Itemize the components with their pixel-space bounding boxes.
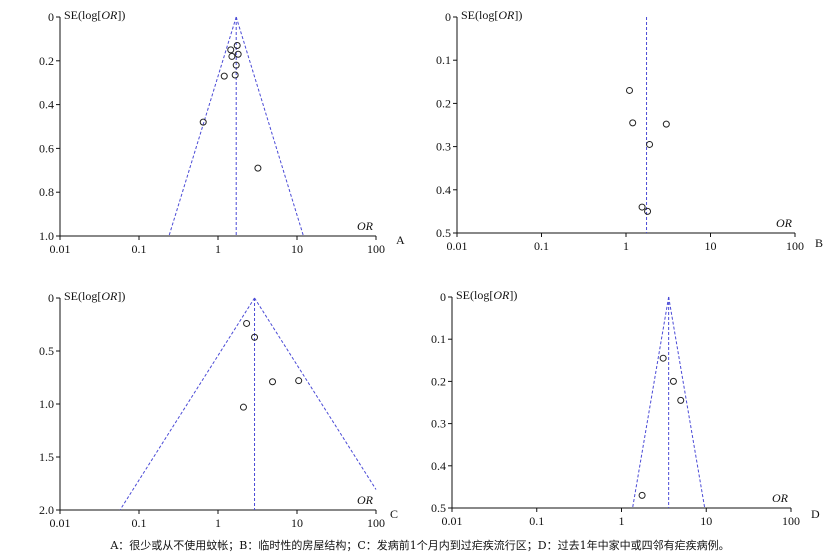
study-point [638,203,646,211]
y-tick-label: 0.2 [436,96,451,110]
x-tick-label: 100 [786,239,804,253]
study-point [646,140,654,148]
x-tick-label: 0.1 [534,239,549,253]
x-tick-label: 100 [367,242,385,256]
study-point [269,378,277,386]
study-point [638,491,646,499]
x-axis-title: OR [357,219,374,233]
study-point [228,52,236,60]
study-point [239,403,247,411]
study-point [232,61,240,69]
funnel-right-line [235,16,304,237]
y-tick-label: 0.3 [431,417,446,431]
y-tick-label: 0.2 [39,54,54,68]
x-tick-label: 0.01 [442,514,463,528]
y-tick-label: 0.2 [431,374,446,388]
study-point [659,354,667,362]
panel-a: 0.01 0.1 1 10 100 0 0.2 0.4 0.6 0.8 1.0 SE(log[OR])… [39,8,405,256]
y-tick-label: 0.1 [431,332,446,346]
x-tick-label: 10 [700,514,712,528]
funnel-right-line [668,296,706,509]
y-tick-label: 0.3 [436,140,451,154]
y-tick-label: 0.4 [436,183,451,197]
y-tick-label: 1.5 [39,450,54,464]
x-tick-label: 1 [619,514,625,528]
study-point [254,164,262,172]
study-point [220,72,228,80]
funnel-right-line [254,297,377,490]
study-point [199,118,207,126]
y-tick-label: 0 [445,10,451,24]
study-point [231,71,239,79]
study-point [662,120,670,128]
y-tick-label: 1.0 [39,229,54,243]
panel-letter: B [815,236,823,250]
y-tick-label: 0.5 [431,501,446,515]
x-tick-label: 1 [623,239,629,253]
x-tick-label: 0.01 [50,242,71,256]
y-tick-label: 2.0 [39,503,54,517]
y-tick-label: 0 [48,291,54,305]
x-axis-title: OR [772,491,789,505]
y-tick-label: 0 [48,10,54,24]
y-tick-label: 0.1 [436,53,451,67]
x-tick-label: 0.1 [529,514,544,528]
y-axis-title: SE(log[OR]) [456,288,517,302]
x-tick-label: 10 [291,242,303,256]
x-tick-label: 1 [215,516,221,530]
y-tick-label: 0.4 [431,459,446,473]
y-tick-label: 0.4 [39,98,54,112]
funnel-left-line [632,296,670,509]
y-axis-title: SE(log[OR]) [64,289,125,303]
x-tick-label: 100 [367,516,385,530]
y-tick-label: 1.0 [39,397,54,411]
study-point [234,50,242,58]
figure-caption: A：很少或从不使用蚊帐；B：临时性的房屋结构；C：发病前1个月内到过疟疾流行区；… [110,539,730,552]
funnel-left-line [119,297,255,511]
study-point [629,119,637,127]
panel-letter: C [390,507,398,521]
x-tick-label: 0.1 [132,242,147,256]
panel-c: 0.01 0.1 1 10 100 0 0.5 1.0 1.5 2.0 SE(log[OR]) OR C [39,289,398,530]
study-point [677,396,685,404]
y-tick-label: 0.5 [436,226,451,240]
x-tick-label: 10 [705,239,717,253]
funnel-plot-figure: 0.01 0.1 1 10 10000.20.40.60.81.0SE(log[OR])… [39,8,823,530]
study-point [227,46,235,54]
study-point [251,333,259,341]
study-point [233,41,241,49]
x-tick-label: 0.1 [132,516,147,530]
panel-b: 0.01 0.1 1 10 100 0 0.1 0.2 0.3 0.4 0.5 SE(log[OR])… [436,8,823,253]
y-axis-title: SE(log[OR]) [64,8,125,22]
y-axis-title: SE(log[OR]) [461,8,522,22]
panel-letter: A [396,233,405,247]
study-point [644,207,652,215]
x-tick-label: 100 [782,514,800,528]
x-tick-label: 0.01 [50,516,71,530]
study-point [243,319,251,327]
panel-d: 0.01 0.1 1 10 100 0 0.1 0.2 0.3 0.4 0.5 SE(log[OR])… [431,288,820,528]
study-point [625,86,633,94]
y-tick-label: 0.5 [39,344,54,358]
study-point [295,377,303,385]
x-tick-label: 0.01 [447,239,468,253]
y-tick-label: 0 [440,290,446,304]
funnel-left-line [168,16,237,237]
study-point [669,377,677,385]
y-tick-label: 0.8 [39,185,54,199]
x-tick-label: 1 [215,242,221,256]
panel-letter: D [811,507,820,521]
x-axis-title: OR [357,493,374,507]
y-tick-label: 0.6 [39,141,54,155]
x-tick-label: 10 [291,516,303,530]
x-axis-title: OR [776,216,793,230]
